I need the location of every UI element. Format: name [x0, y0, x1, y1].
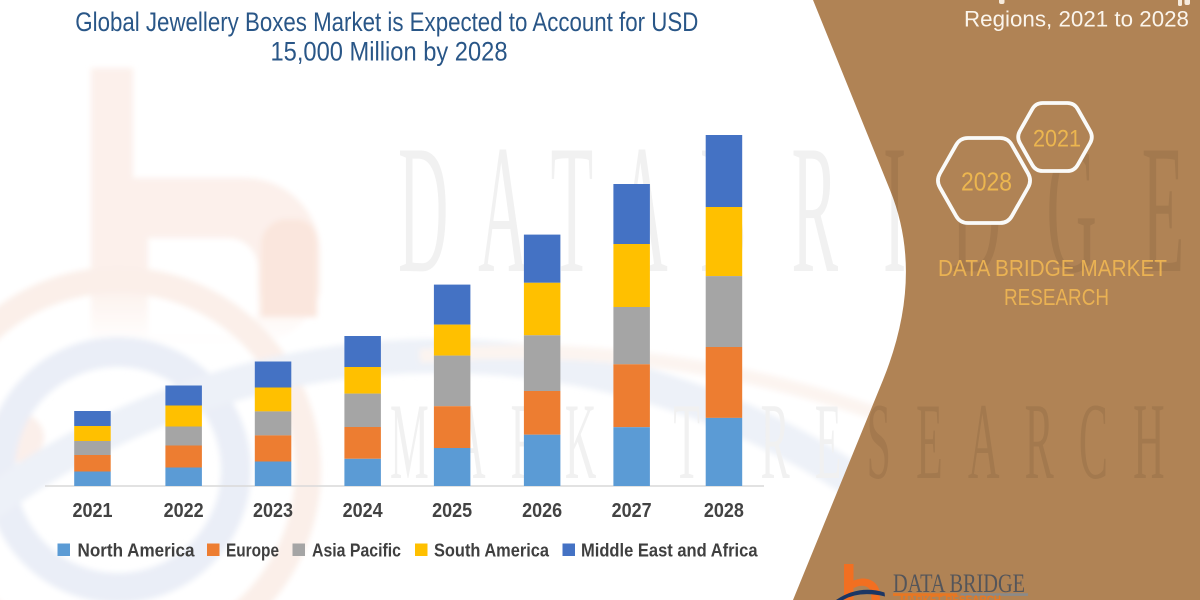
svg-text:2023: 2023	[253, 500, 293, 522]
svg-text:Global Jewellery Boxes Market: Global Jewellery Boxes Market is Expecte…	[75, 7, 698, 37]
svg-text:DATA BRIDGE MARKET: DATA BRIDGE MARKET	[938, 255, 1167, 281]
svg-text:15,000 Million by 2028: 15,000 Million by 2028	[271, 37, 508, 67]
svg-text:2022: 2022	[164, 500, 204, 522]
svg-text:South America: South America	[434, 540, 550, 561]
svg-text:2028: 2028	[704, 500, 744, 522]
svg-text:Middle East and Africa: Middle East and Africa	[581, 540, 758, 561]
svg-text:North America: North America	[78, 540, 196, 561]
svg-text:2021: 2021	[1033, 126, 1081, 153]
svg-text:Regions, 2021 to 2028: Regions, 2021 to 2028	[964, 7, 1189, 32]
svg-text:RESEARCH: RESEARCH	[1004, 284, 1109, 310]
svg-text:2025: 2025	[432, 500, 472, 522]
svg-text:2021: 2021	[73, 500, 113, 522]
svg-text:2028: 2028	[961, 167, 1012, 197]
svg-text:Asia Pacific: Asia Pacific	[312, 540, 401, 561]
svg-text:2027: 2027	[612, 500, 652, 522]
svg-text:MARKET RESEARCH: MARKET RESEARCH	[900, 595, 1001, 600]
svg-text:DATA BRIDGE: DATA BRIDGE	[893, 569, 1025, 598]
svg-text:2024: 2024	[343, 500, 384, 522]
svg-text:2026: 2026	[522, 500, 562, 522]
svg-text:Europe: Europe	[226, 540, 279, 561]
